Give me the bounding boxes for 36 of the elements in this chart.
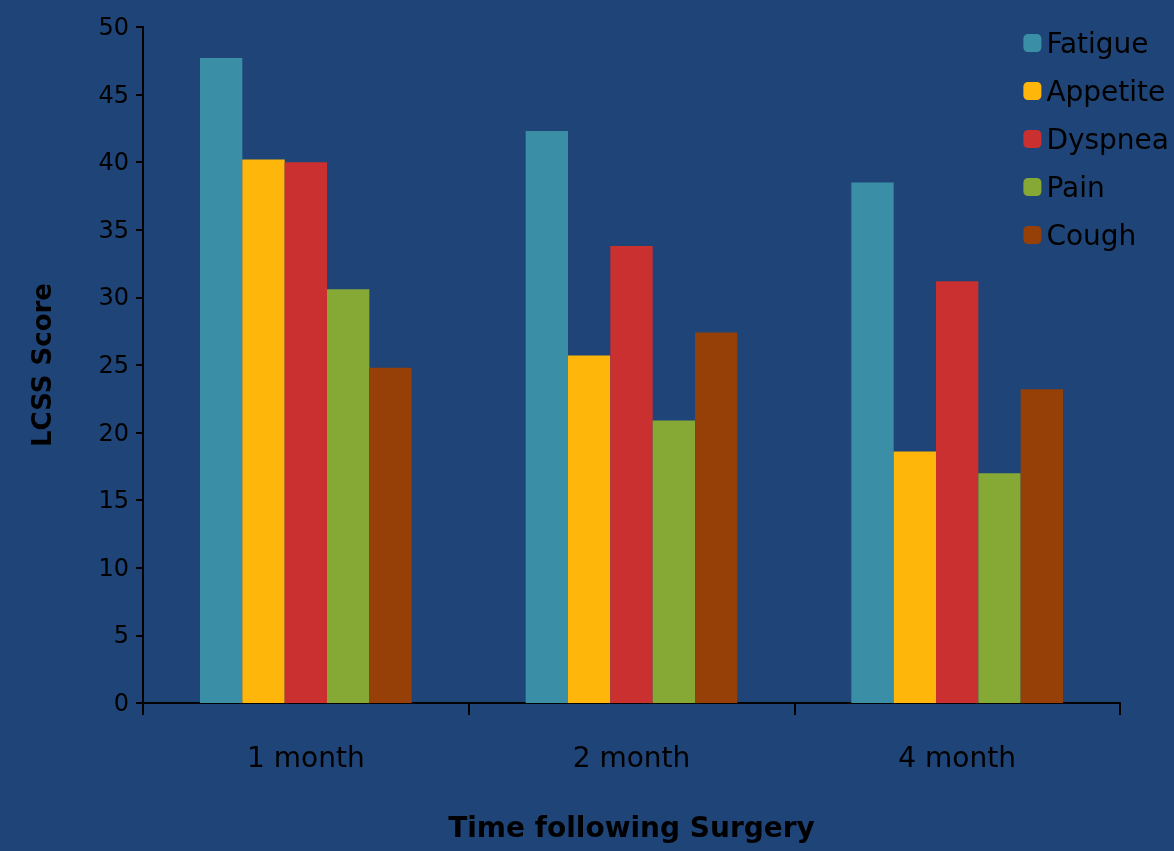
y-tick-label: 40 (98, 148, 129, 177)
x-tick-label: 2 month (572, 740, 691, 774)
bar (851, 182, 894, 703)
x-axis-title: Time following Surgery (448, 810, 815, 844)
y-axis-title: LCSS Score (27, 283, 57, 447)
y-tick-label: 50 (98, 13, 129, 41)
y-tick-label: 10 (98, 553, 129, 582)
bar (936, 281, 979, 703)
legend-label: Fatigue (1046, 26, 1149, 60)
bar (327, 289, 370, 703)
y-tick-label: 5 (113, 621, 129, 650)
y-tick-label: 45 (98, 80, 129, 109)
bar (525, 131, 568, 703)
y-tick-label: 25 (98, 351, 129, 379)
bar (1020, 389, 1064, 703)
bar (652, 420, 696, 703)
bar (369, 367, 412, 703)
legend-label: Pain (1046, 170, 1105, 204)
x-tick-label: 4 month (898, 740, 1016, 774)
bar (568, 355, 611, 703)
legend-label: Dyspnea (1046, 122, 1169, 156)
bar (242, 159, 285, 703)
y-tick-label: 35 (98, 215, 129, 244)
bar (893, 451, 936, 703)
bar (695, 332, 738, 703)
bar (978, 473, 1021, 703)
bar (199, 58, 243, 703)
y-tick-label: 20 (98, 418, 129, 447)
legend-label: Cough (1046, 218, 1137, 252)
bar (284, 162, 327, 703)
x-tick-label: 1 month (247, 740, 365, 774)
bar (610, 246, 653, 703)
legend-label: Appetite (1046, 74, 1166, 108)
y-tick-label: 15 (98, 486, 129, 515)
y-tick-label: 0 (113, 689, 129, 717)
y-tick-label: 30 (98, 283, 129, 312)
